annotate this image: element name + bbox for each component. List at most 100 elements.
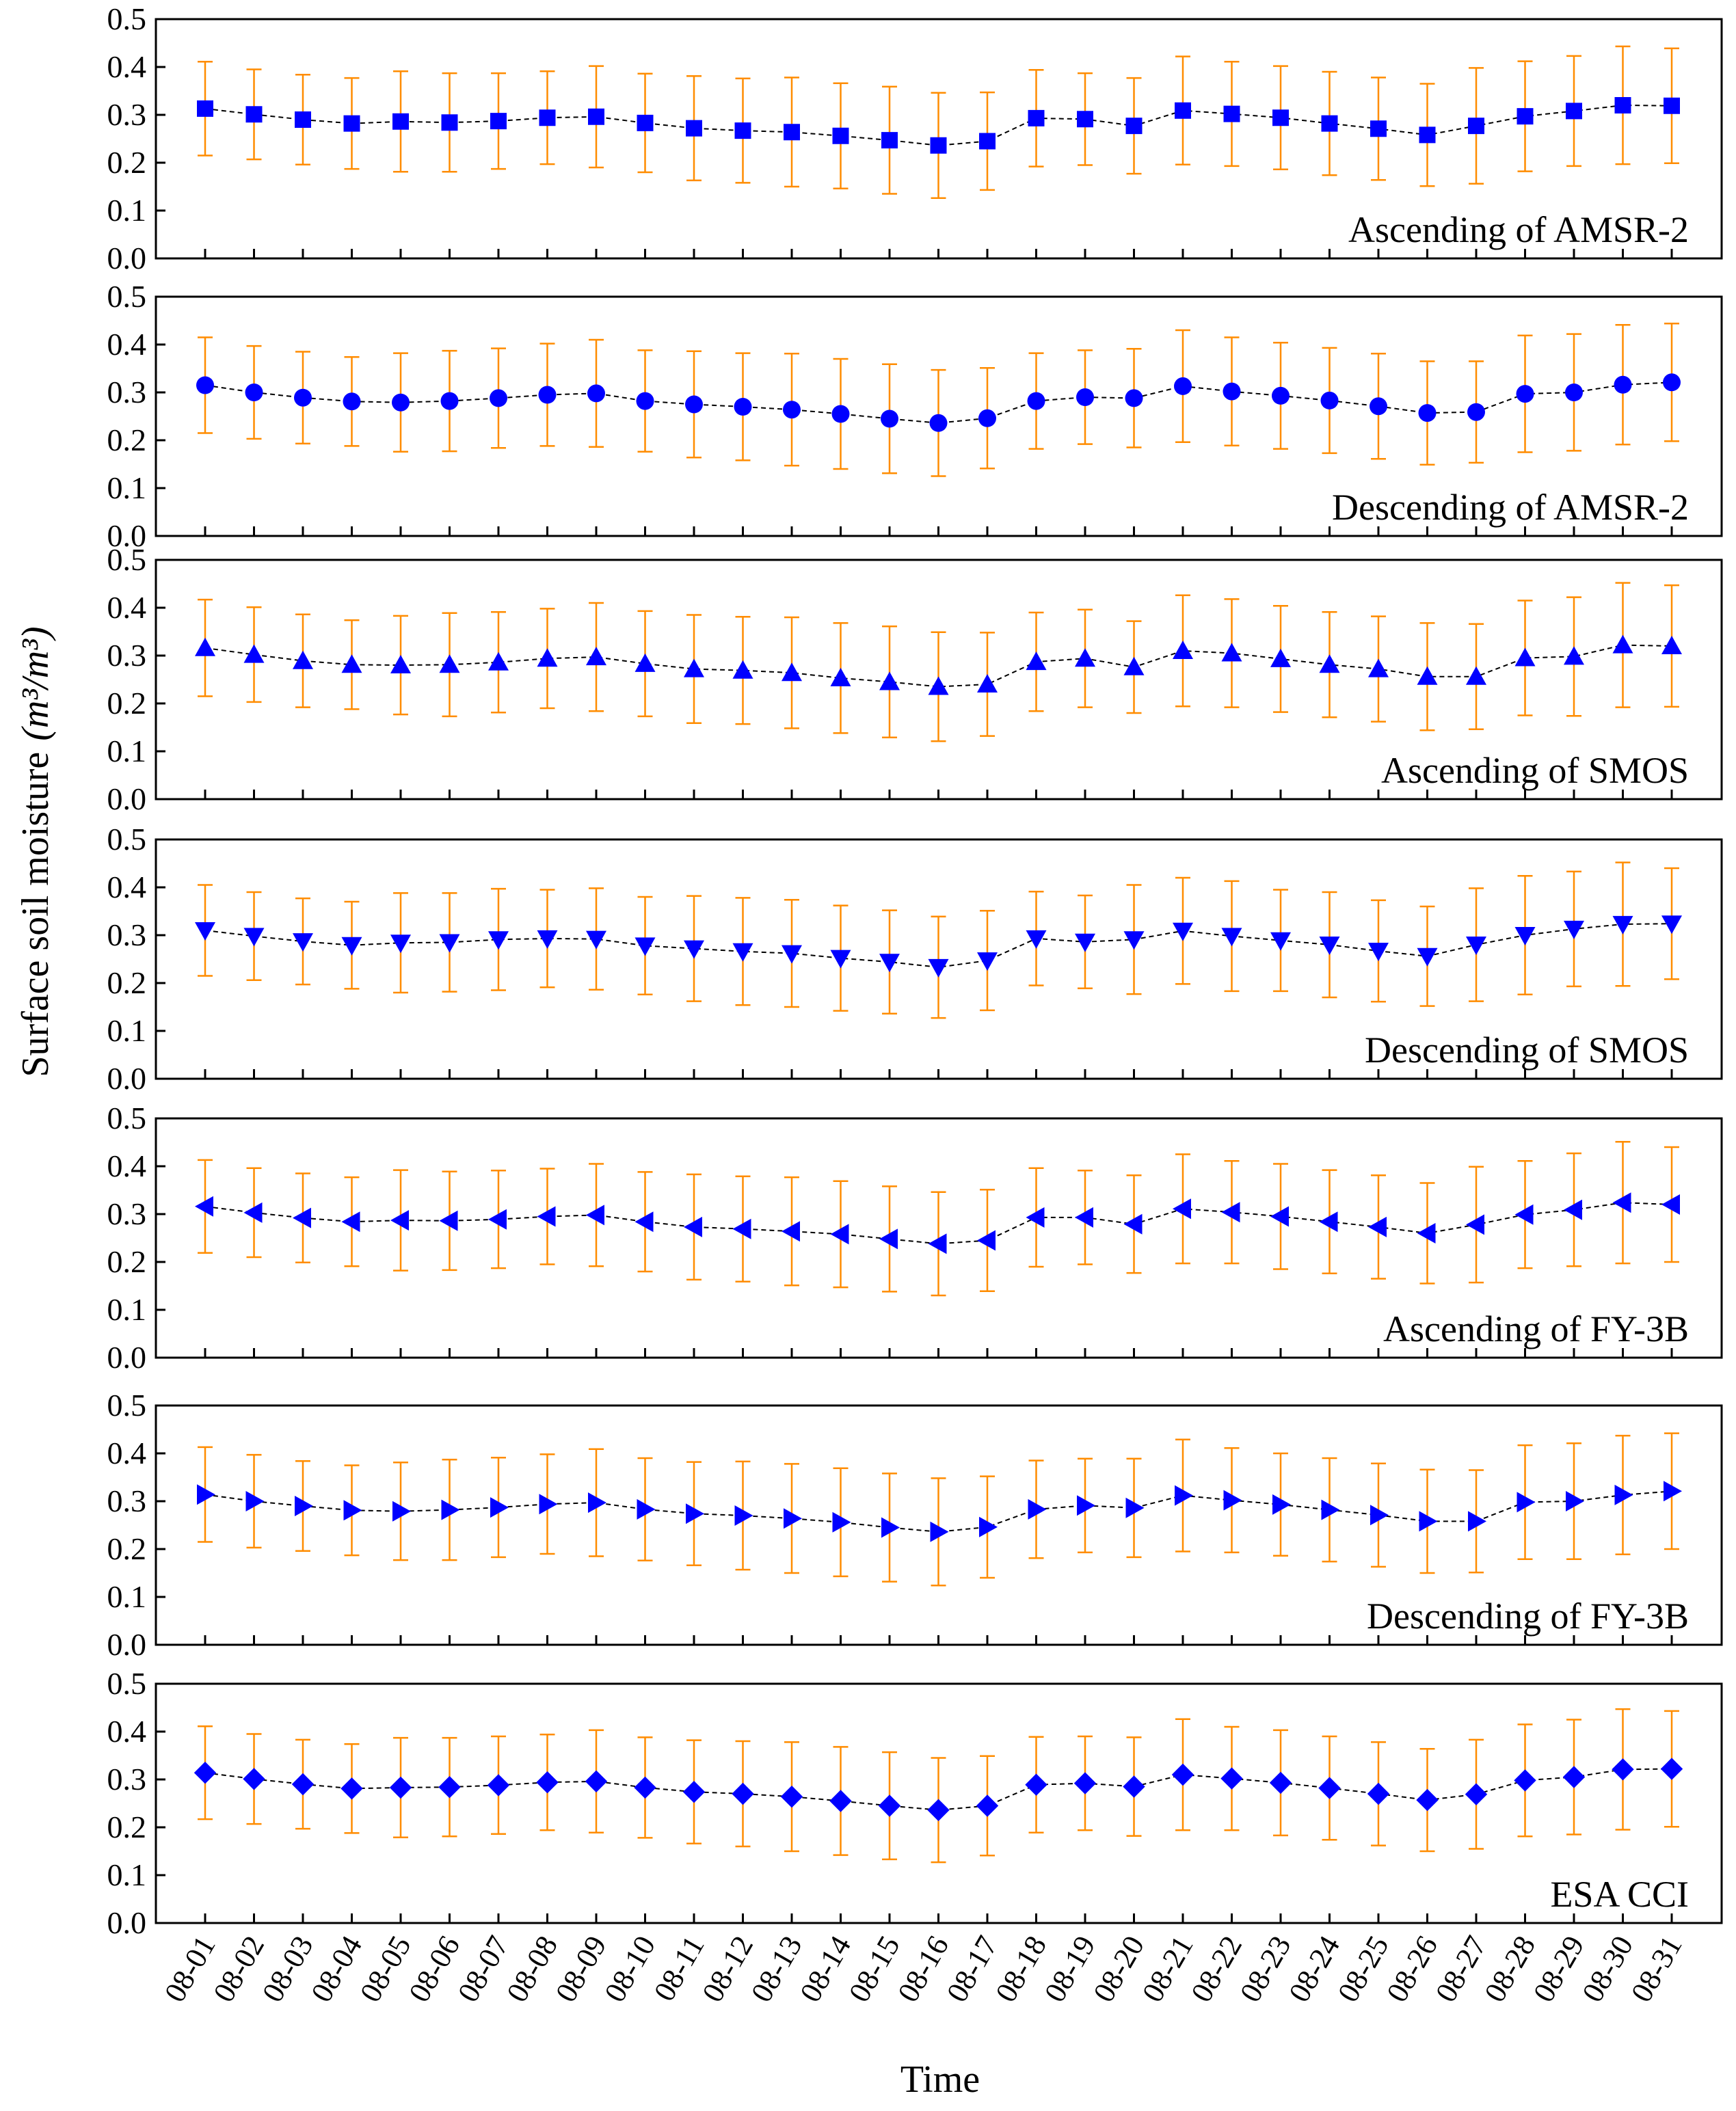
y-tick-label: 0.0 (107, 1061, 147, 1096)
data-point (1171, 1763, 1194, 1786)
data-point (929, 414, 948, 432)
data-point (1562, 1766, 1586, 1788)
data-point (439, 1210, 458, 1231)
y-tick-label: 0.2 (107, 965, 147, 1000)
y-tick-label: 0.5 (107, 1, 147, 36)
data-point (1468, 1511, 1486, 1532)
data-point (1663, 373, 1681, 392)
data-point (390, 1210, 409, 1231)
data-point (1270, 932, 1291, 951)
x-tick-label: 08-08 (500, 1931, 564, 2008)
data-point (1614, 97, 1631, 113)
y-tick-label: 0.4 (107, 1148, 147, 1183)
y-tick-label: 0.4 (107, 1436, 147, 1470)
data-point (488, 651, 509, 671)
x-tick-label: 08-16 (891, 1931, 955, 2008)
data-point (1417, 666, 1438, 685)
data-point (1027, 392, 1045, 410)
data-point (879, 954, 900, 973)
data-point (293, 1207, 311, 1228)
x-tick-label: 08-21 (1136, 1931, 1200, 2008)
y-tick-label: 0.1 (107, 734, 147, 768)
data-point (1516, 385, 1534, 403)
data-point (1370, 397, 1387, 416)
data-point (588, 108, 604, 125)
y-tick-label: 0.1 (107, 1013, 147, 1048)
data-point (294, 388, 312, 407)
data-point (588, 1492, 606, 1514)
data-point (1514, 647, 1536, 667)
y-tick-label: 0.1 (107, 193, 147, 228)
data-point (245, 1491, 265, 1511)
data-point (243, 1202, 263, 1223)
y-tick-label: 0.3 (107, 375, 147, 409)
data-point (488, 1209, 507, 1230)
x-tick-label: 08-04 (304, 1931, 369, 2008)
data-point (783, 401, 801, 419)
data-point (197, 1484, 215, 1505)
x-tick-label: 08-30 (1575, 1931, 1640, 2008)
y-tick-label: 0.4 (107, 49, 147, 84)
x-tick-label: 08-22 (1184, 1931, 1248, 2008)
data-point (1612, 1192, 1631, 1213)
data-point (1073, 1772, 1097, 1794)
data-point (245, 384, 263, 401)
data-point (488, 931, 509, 950)
data-point (441, 114, 458, 131)
data-point (243, 644, 265, 663)
y-tick-label: 0.5 (107, 1388, 147, 1423)
data-point (1368, 658, 1389, 677)
data-point (685, 395, 703, 414)
data-point (1223, 1490, 1242, 1511)
y-tick-label: 0.1 (107, 1857, 147, 1892)
panel-label: Descending of SMOS (1365, 1030, 1689, 1071)
panel-label: Descending of AMSR-2 (1332, 487, 1689, 528)
y-tick-label: 0.0 (107, 518, 147, 553)
data-point (536, 1771, 559, 1794)
data-point (1123, 656, 1145, 675)
data-point (636, 392, 654, 410)
data-point (1221, 643, 1242, 662)
panel-label: Ascending of SMOS (1381, 750, 1689, 791)
data-point (537, 930, 558, 949)
data-point (928, 676, 949, 695)
data-point (1272, 386, 1290, 405)
data-point (585, 1770, 608, 1792)
y-tick-label: 0.5 (107, 822, 147, 857)
data-point (1614, 375, 1632, 394)
data-point (635, 937, 656, 956)
data-point (1664, 97, 1680, 114)
y-tick-label: 0.2 (107, 145, 147, 180)
data-point (392, 1501, 411, 1522)
data-point (1370, 120, 1387, 137)
data-point (197, 100, 213, 117)
y-tick-label: 0.4 (107, 590, 147, 625)
data-point (1025, 1773, 1047, 1796)
x-tick-label: 08-11 (647, 1931, 711, 2007)
x-tick-label: 08-02 (206, 1931, 271, 2008)
y-tick-label: 0.1 (107, 1292, 147, 1327)
data-point (1419, 1511, 1438, 1532)
data-point (881, 132, 898, 149)
x-axis-title: Time (900, 2058, 980, 2101)
data-point (1661, 1194, 1680, 1215)
y-tick-label: 0.3 (107, 1196, 147, 1231)
data-point (1660, 1758, 1683, 1780)
x-tick-label: 08-14 (793, 1931, 857, 2008)
y-tick-label: 0.5 (107, 1101, 147, 1135)
y-tick-label: 0.0 (107, 781, 147, 816)
data-point (1612, 1758, 1634, 1781)
data-point (1612, 915, 1633, 935)
data-point (1221, 928, 1242, 947)
panel-label: Ascending of AMSR-2 (1348, 209, 1689, 250)
data-point (881, 409, 898, 428)
data-point (684, 658, 704, 677)
data-point (732, 1218, 751, 1239)
data-point (1175, 102, 1191, 119)
data-point (930, 137, 947, 154)
y-tick-label: 0.0 (107, 1905, 147, 1940)
data-point (1272, 1494, 1291, 1515)
y-tick-label: 0.2 (107, 686, 147, 721)
data-point (1564, 646, 1584, 665)
x-tick-label: 08-25 (1331, 1931, 1396, 2008)
